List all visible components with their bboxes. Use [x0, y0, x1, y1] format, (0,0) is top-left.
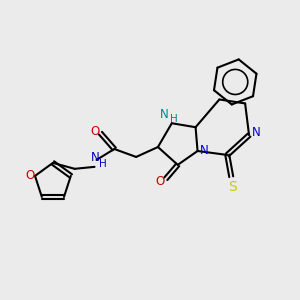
Text: H: H	[170, 114, 178, 124]
Text: O: O	[90, 125, 99, 138]
Text: N: N	[160, 108, 168, 121]
Text: N: N	[252, 126, 260, 139]
Text: H: H	[99, 159, 106, 169]
Text: S: S	[228, 180, 237, 194]
Text: O: O	[155, 175, 164, 188]
Text: N: N	[200, 145, 209, 158]
Text: N: N	[91, 152, 100, 164]
Text: O: O	[26, 169, 35, 182]
